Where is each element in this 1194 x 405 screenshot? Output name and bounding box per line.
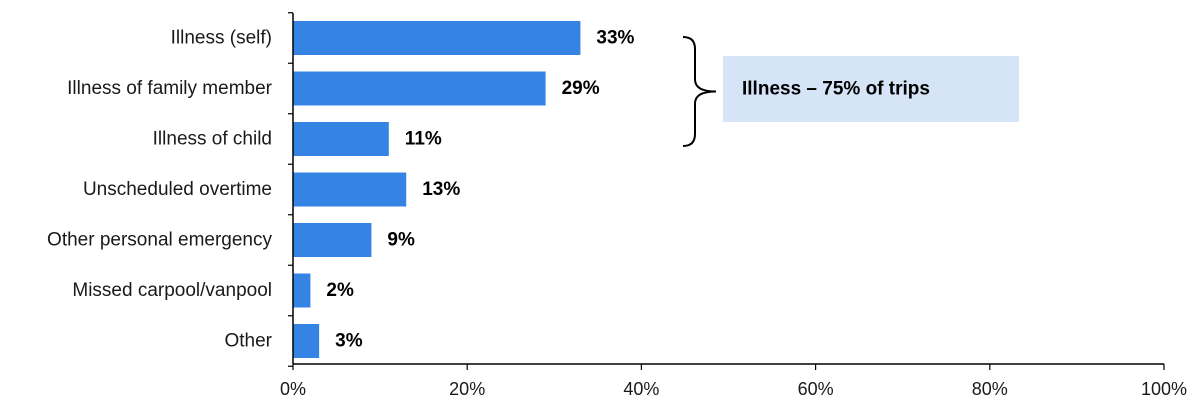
callout-box (723, 56, 1019, 122)
bar (293, 324, 320, 358)
x-axis-ticks: 0% 20% 40% 60% 80% 100% (280, 364, 1187, 399)
value-label: 3% (335, 331, 363, 352)
bar (293, 21, 581, 55)
bar (293, 122, 389, 156)
callout-text: Illness – 75% of trips (742, 79, 930, 100)
value-label: 9% (387, 230, 415, 251)
value-label: 13% (422, 179, 460, 200)
curly-brace (682, 36, 717, 147)
category-labels: Illness (self) Illness of family member Il… (47, 28, 273, 352)
value-label: 2% (326, 280, 354, 301)
category-label: Illness of child (153, 129, 272, 150)
bars-group (293, 21, 581, 358)
category-label: Illness (self) (171, 28, 272, 49)
x-tick-label: 40% (623, 379, 659, 399)
value-label: 33% (596, 28, 634, 49)
value-label: 29% (562, 78, 600, 99)
category-label: Unscheduled overtime (83, 179, 272, 200)
category-label: Illness of family member (67, 78, 273, 99)
bar (293, 223, 372, 257)
category-label: Other personal emergency (47, 230, 272, 251)
axes (288, 12, 1164, 367)
value-labels: 33% 29% 11% 13% 9% 2% 3% (326, 28, 634, 352)
x-tick-label: 100% (1141, 379, 1187, 399)
category-label: Missed carpool/vanpool (72, 280, 272, 301)
x-tick-label: 80% (972, 379, 1008, 399)
bar (293, 273, 311, 308)
x-tick-label: 0% (280, 379, 306, 399)
category-label: Other (224, 331, 272, 352)
value-label: 11% (405, 129, 442, 150)
bar (293, 172, 407, 207)
x-tick-label: 20% (449, 379, 485, 399)
x-tick-label: 60% (798, 379, 834, 399)
illness-callout: Illness – 75% of trips (682, 36, 1019, 147)
bar (293, 71, 546, 106)
